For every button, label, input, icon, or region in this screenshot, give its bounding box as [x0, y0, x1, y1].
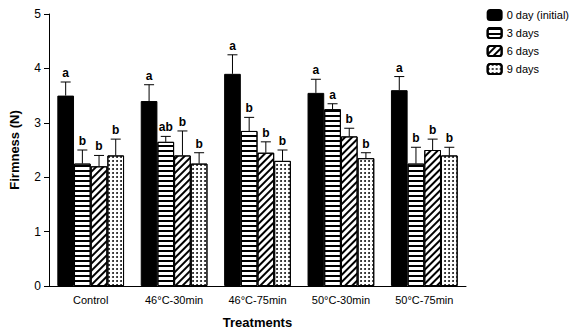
svg-text:b: b — [346, 112, 353, 126]
svg-text:0: 0 — [34, 279, 41, 293]
svg-text:b: b — [262, 126, 269, 140]
svg-text:b: b — [446, 131, 453, 145]
svg-text:ab: ab — [159, 120, 173, 134]
svg-text:46°C-75min: 46°C-75min — [228, 294, 286, 306]
svg-text:9 days: 9 days — [507, 63, 540, 75]
svg-text:b: b — [79, 134, 86, 148]
svg-text:Firmness (N): Firmness (N) — [7, 110, 22, 189]
svg-text:Treatments: Treatments — [223, 315, 292, 330]
svg-text:4: 4 — [34, 61, 41, 75]
svg-text:a: a — [329, 88, 336, 102]
svg-text:3 days: 3 days — [507, 27, 540, 39]
svg-text:a: a — [229, 39, 236, 53]
svg-text:b: b — [362, 137, 369, 151]
svg-text:1: 1 — [34, 225, 41, 239]
svg-text:b: b — [179, 115, 186, 129]
svg-text:50°C-75min: 50°C-75min — [395, 294, 453, 306]
svg-text:5: 5 — [34, 7, 41, 21]
svg-text:b: b — [412, 131, 419, 145]
svg-text:a: a — [62, 66, 69, 80]
svg-text:a: a — [313, 63, 320, 77]
svg-text:b: b — [429, 123, 436, 137]
svg-text:6 days: 6 days — [507, 45, 540, 57]
svg-text:50°C-30min: 50°C-30min — [312, 294, 370, 306]
svg-text:Control: Control — [73, 294, 108, 306]
svg-text:3: 3 — [34, 116, 41, 130]
svg-text:b: b — [112, 123, 119, 137]
svg-text:b: b — [95, 139, 102, 153]
svg-text:b: b — [195, 137, 202, 151]
svg-text:0 day (initial): 0 day (initial) — [507, 9, 569, 21]
svg-text:46°C-30min: 46°C-30min — [145, 294, 203, 306]
svg-text:2: 2 — [34, 170, 41, 184]
svg-text:a: a — [396, 61, 403, 75]
svg-text:a: a — [146, 69, 153, 83]
svg-text:b: b — [245, 101, 252, 115]
svg-text:b: b — [279, 134, 286, 148]
